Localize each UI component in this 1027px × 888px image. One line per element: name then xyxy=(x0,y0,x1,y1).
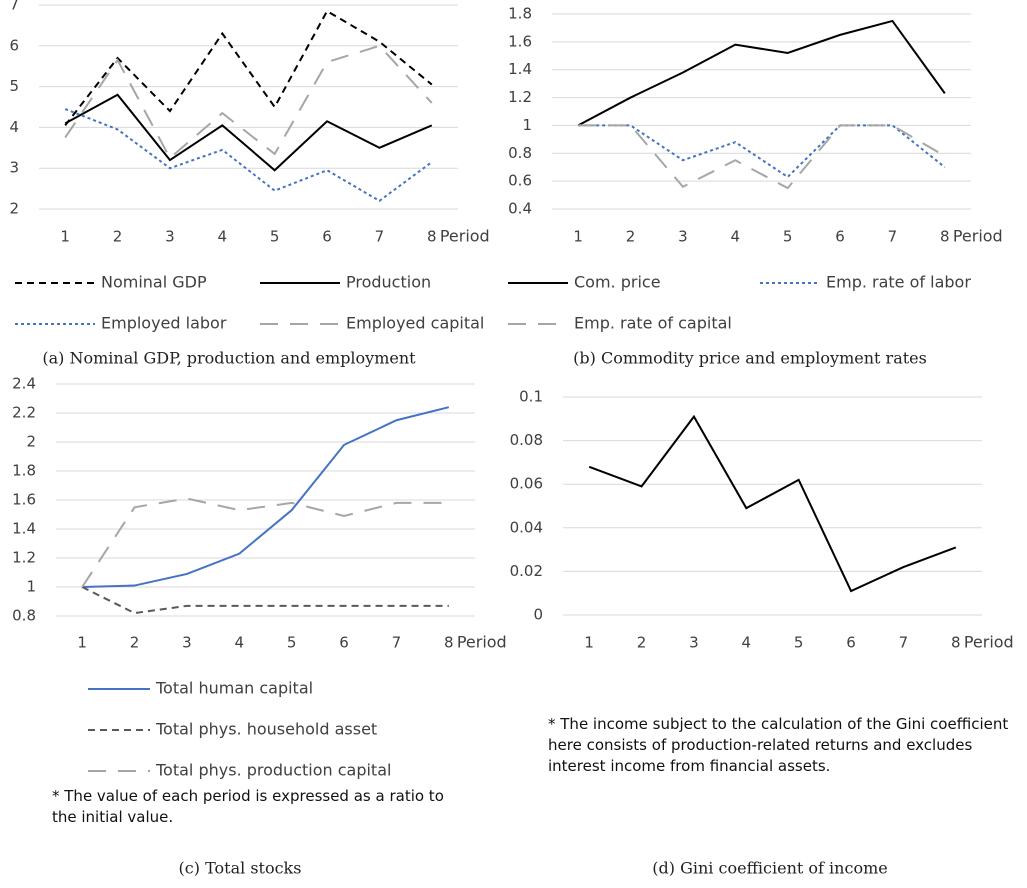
x-tick-label: 3 xyxy=(182,634,192,652)
x-tick-label: 4 xyxy=(235,634,245,652)
y-tick-label: 1.2 xyxy=(508,88,532,106)
series-line xyxy=(588,414,957,593)
x-tick-label: 5 xyxy=(270,228,280,246)
y-tick-label: 1.6 xyxy=(508,32,532,50)
series-line xyxy=(578,124,946,179)
x-axis-label: Period xyxy=(457,633,507,652)
x-tick-label: 3 xyxy=(689,634,699,652)
legend-label: Employed labor xyxy=(101,314,227,333)
y-tick-label: 2 xyxy=(26,433,36,451)
series-line xyxy=(64,93,433,172)
caption: (b) Commodity price and employment rates xyxy=(573,349,927,368)
x-tick-label: 7 xyxy=(392,634,402,652)
x-tick-label: 7 xyxy=(888,228,898,246)
x-tick-label: 6 xyxy=(835,228,845,246)
legend-label: Production xyxy=(346,273,431,292)
y-tick-label: 0.8 xyxy=(508,144,532,162)
legend-label: Emp. rate of capital xyxy=(574,314,732,333)
y-tick-label: 0.6 xyxy=(508,172,532,190)
legend-label: Com. price xyxy=(574,273,661,292)
y-tick-label: 7 xyxy=(9,0,19,14)
y-tick-label: 1.4 xyxy=(508,60,532,78)
y-tick-label: 1.8 xyxy=(12,462,36,480)
legend-label: Total phys. production capital xyxy=(155,761,391,780)
y-tick-label: 3 xyxy=(9,159,19,177)
y-tick-label: 0.06 xyxy=(510,475,543,493)
x-tick-label: 2 xyxy=(130,634,140,652)
x-tick-label: 2 xyxy=(626,228,636,246)
caption: (d) Gini coefficient of income xyxy=(652,859,887,878)
x-tick-label: 8 xyxy=(951,634,961,652)
x-tick-label: 2 xyxy=(637,634,647,652)
y-tick-label: 1 xyxy=(522,116,532,134)
x-axis-label: Period xyxy=(440,227,490,246)
x-tick-label: 6 xyxy=(339,634,349,652)
y-tick-label: 0.8 xyxy=(12,607,36,625)
series-line xyxy=(577,19,946,127)
y-tick-label: 2.2 xyxy=(12,404,36,422)
x-tick-label: 6 xyxy=(846,634,856,652)
footnote: * The value of each period is expressed … xyxy=(52,787,444,826)
y-tick-label: 0.04 xyxy=(510,518,543,536)
y-tick-label: 1.4 xyxy=(12,520,36,538)
series-line xyxy=(578,124,946,190)
x-tick-label: 3 xyxy=(678,228,688,246)
y-tick-label: 1.6 xyxy=(12,491,36,509)
x-tick-label: 5 xyxy=(287,634,297,652)
y-tick-label: 0.4 xyxy=(508,200,532,218)
y-tick-label: 0 xyxy=(533,606,543,624)
legend-label: Emp. rate of labor xyxy=(826,273,971,292)
series-line xyxy=(64,108,433,203)
legend-label: Employed capital xyxy=(346,314,484,333)
y-tick-label: 6 xyxy=(9,36,19,54)
x-tick-label: 7 xyxy=(899,634,909,652)
y-tick-label: 0.02 xyxy=(510,562,543,580)
series-line xyxy=(82,406,450,588)
x-axis-label: Period xyxy=(964,633,1014,652)
x-axis-label: Period xyxy=(953,227,1003,246)
x-tick-label: 1 xyxy=(573,228,583,246)
legend-label: Total human capital xyxy=(155,679,313,698)
y-tick-label: 5 xyxy=(9,77,19,95)
x-tick-label: 2 xyxy=(113,228,123,246)
caption: (a) Nominal GDP, production and employme… xyxy=(42,349,416,368)
series-line xyxy=(81,497,449,588)
y-tick-label: 4 xyxy=(9,118,19,136)
x-tick-label: 3 xyxy=(165,228,175,246)
legend-label: Nominal GDP xyxy=(101,273,207,292)
x-tick-label: 8 xyxy=(444,634,454,652)
y-tick-label: 0.08 xyxy=(510,431,543,449)
x-tick-label: 4 xyxy=(731,228,741,246)
x-tick-label: 5 xyxy=(783,228,793,246)
caption: (c) Total stocks xyxy=(179,859,302,878)
x-tick-label: 1 xyxy=(60,228,70,246)
y-tick-label: 1 xyxy=(26,578,36,596)
x-tick-label: 4 xyxy=(218,228,228,246)
y-tick-label: 0.1 xyxy=(519,388,543,406)
series-line xyxy=(64,44,433,160)
series-line xyxy=(81,586,449,615)
x-tick-label: 8 xyxy=(940,228,950,246)
legend-label: Total phys. household asset xyxy=(155,720,377,739)
x-tick-label: 7 xyxy=(375,228,385,246)
y-tick-label: 1.8 xyxy=(508,5,532,23)
y-tick-label: 2.4 xyxy=(12,375,36,393)
x-tick-label: 4 xyxy=(742,634,752,652)
y-tick-label: 2 xyxy=(9,200,19,218)
x-tick-label: 8 xyxy=(427,228,437,246)
y-tick-label: 1.2 xyxy=(12,549,36,567)
x-tick-label: 1 xyxy=(584,634,594,652)
series-line xyxy=(64,9,433,126)
x-tick-label: 5 xyxy=(794,634,804,652)
footnote: * The income subject to the calculation … xyxy=(548,715,1009,775)
x-tick-label: 1 xyxy=(77,634,87,652)
x-tick-label: 6 xyxy=(322,228,332,246)
